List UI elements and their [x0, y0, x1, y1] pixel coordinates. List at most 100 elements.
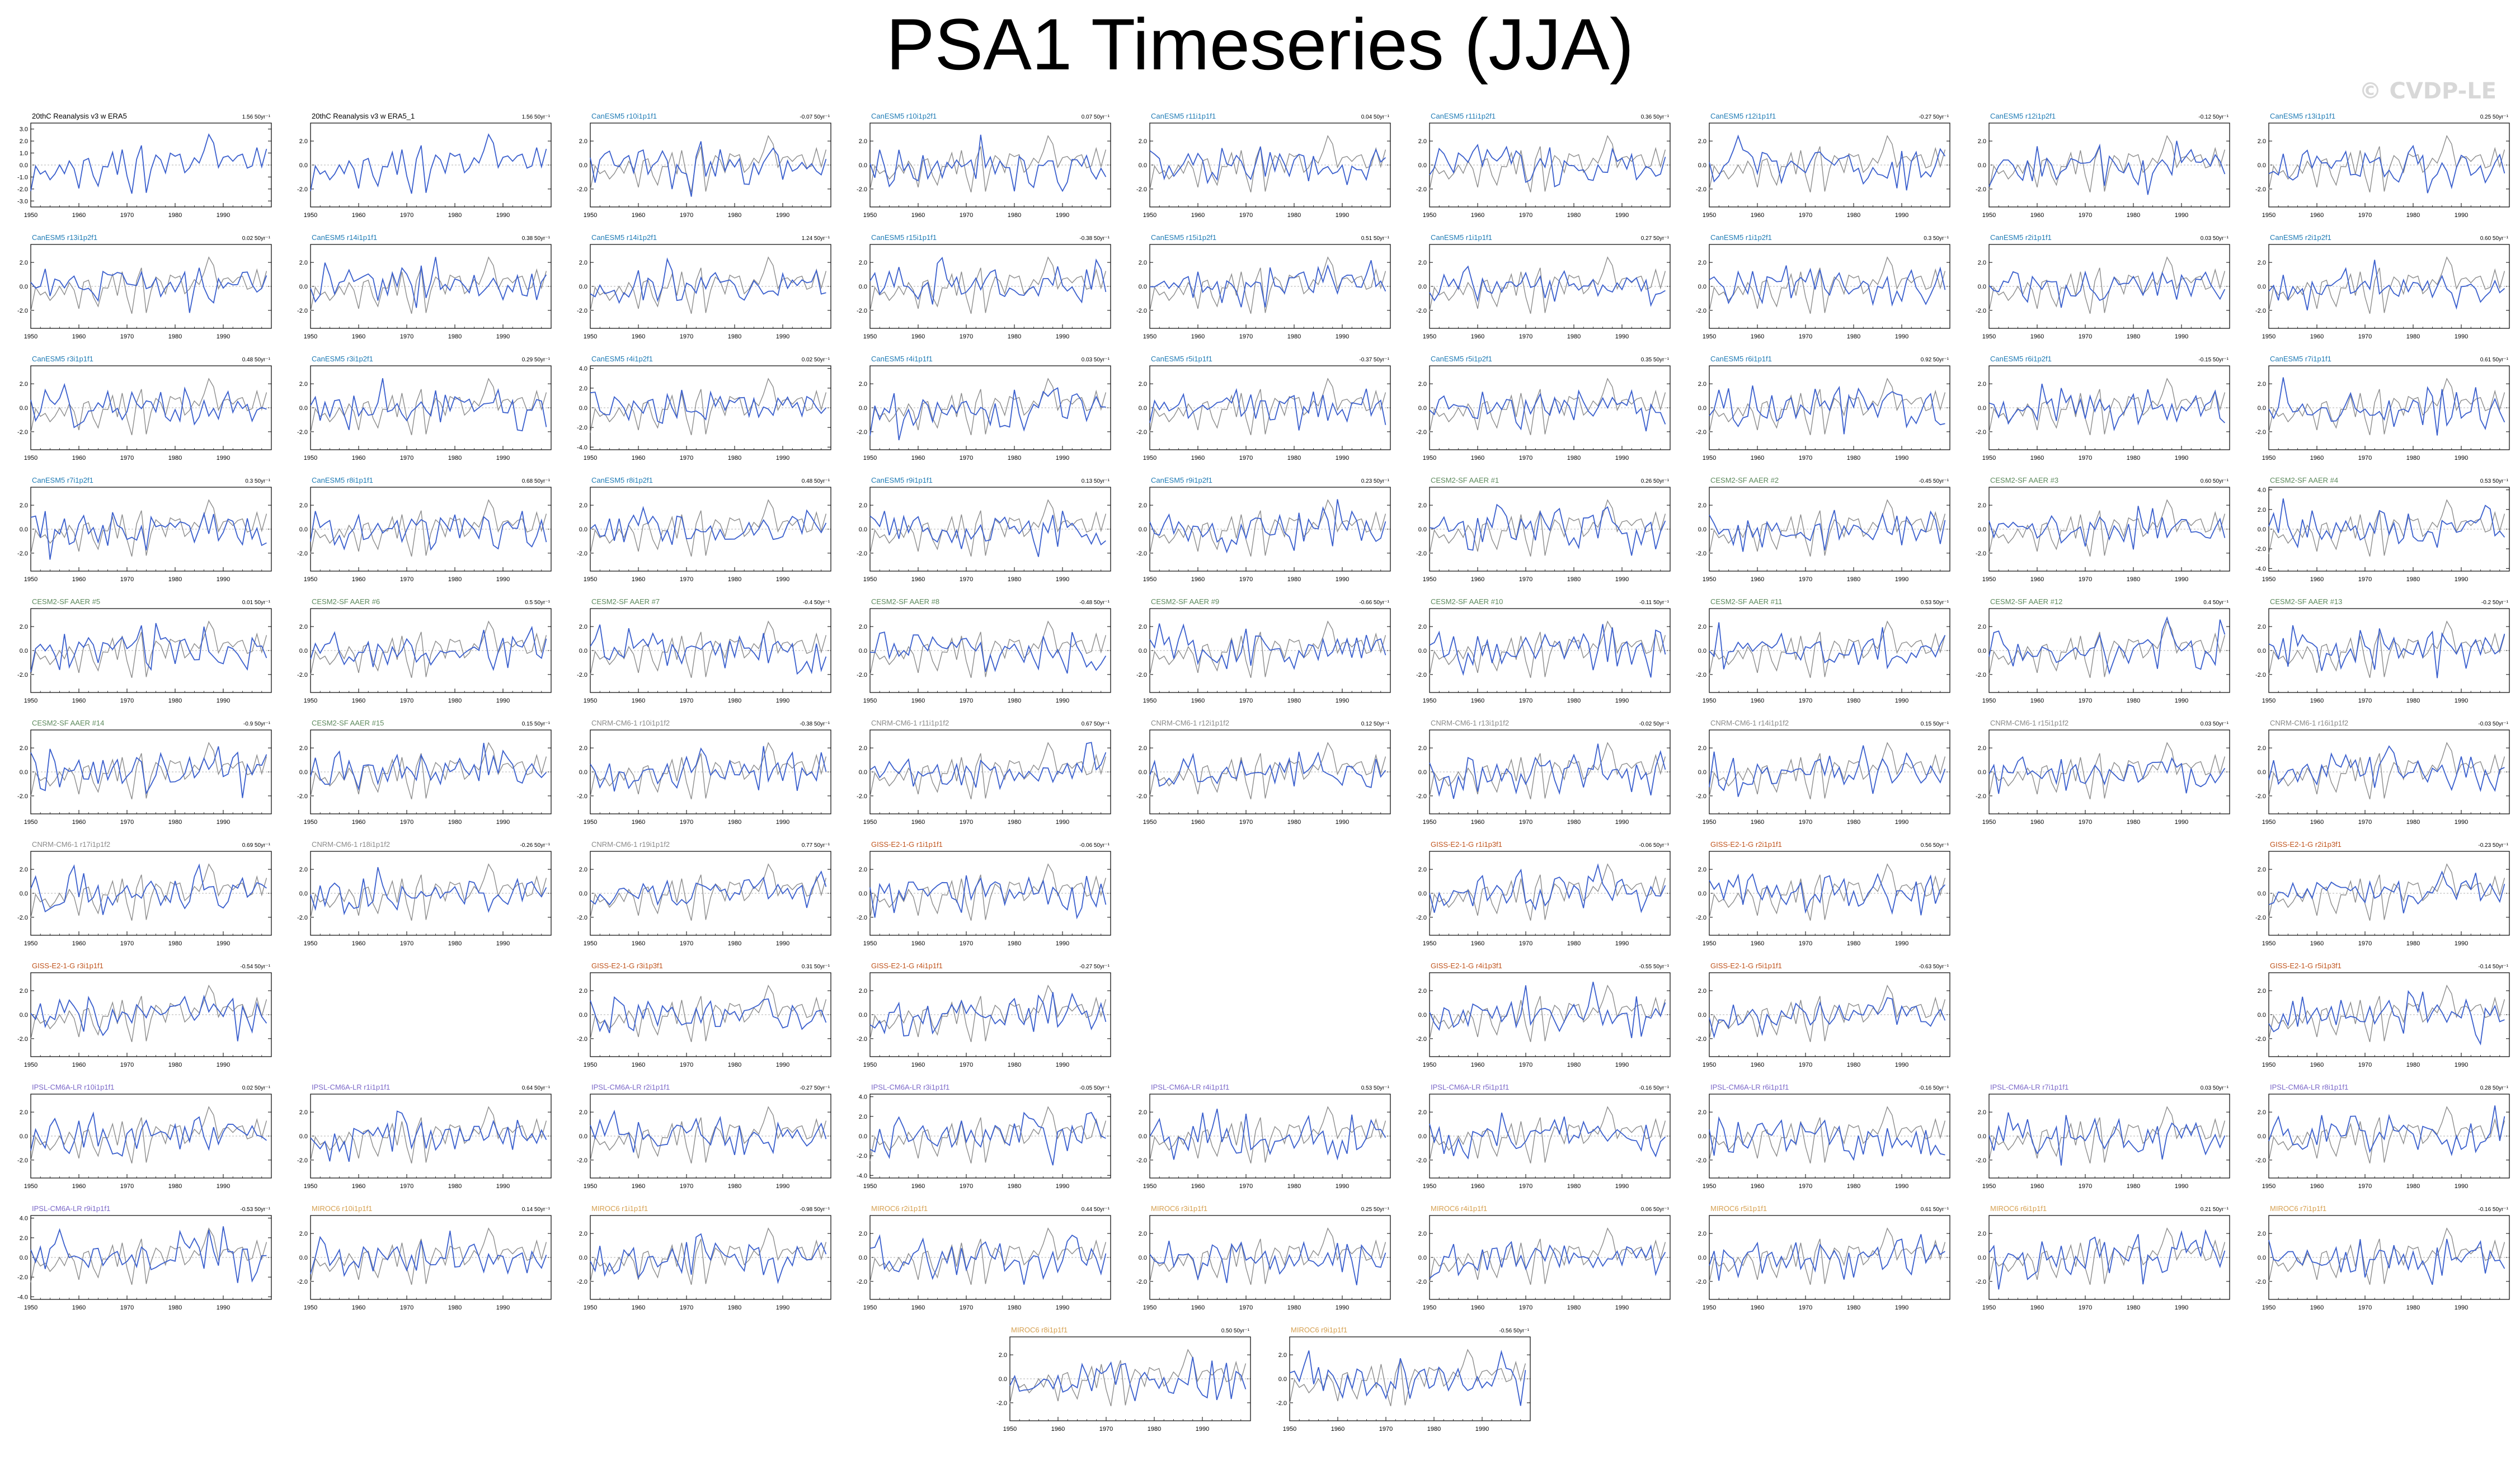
x-tick-label: 1970 — [1239, 819, 1253, 826]
reference-series-line — [1988, 378, 2226, 435]
y-tick-label: 0.0 — [1418, 526, 1427, 533]
x-tick-label: 1990 — [1336, 576, 1349, 583]
y-tick-label: 0.0 — [2258, 162, 2266, 169]
panel-trend: 0.01 50yr⁻¹ — [242, 600, 271, 606]
y-tick-label: 2.0 — [1139, 260, 1147, 266]
y-tick-label: -2.0 — [2255, 546, 2266, 553]
member-series-line — [1709, 510, 1946, 552]
y-tick-label: 0.0 — [20, 891, 28, 897]
x-tick-label: 1960 — [2310, 333, 2324, 340]
x-tick-label: 1980 — [1008, 940, 1021, 947]
x-tick-label: 1980 — [2127, 333, 2140, 340]
timeseries-panel: CanESM5 r9i1p1f1 0.13 50yr⁻¹ 2.0 0.0 -2.0 195… — [857, 476, 1111, 583]
reference-series-line — [1149, 378, 1386, 435]
y-tick-label: 0.0 — [859, 891, 867, 897]
x-tick-label: 1990 — [776, 698, 789, 704]
x-tick-label: 1980 — [168, 212, 182, 219]
y-tick-label: 1.0 — [20, 150, 28, 157]
x-tick-label: 1990 — [2455, 1062, 2468, 1068]
y-tick-label: 2.0 — [299, 866, 308, 873]
reference-series-line — [590, 620, 827, 678]
panel-label: GISS-E2-1-G r3i1p3f1 — [591, 962, 663, 970]
x-tick-label: 1960 — [2310, 1183, 2324, 1190]
y-tick-label: 2.0 — [859, 624, 867, 630]
panel-label: IPSL-CM6A-LR r9i1p1f1 — [32, 1204, 110, 1213]
reference-series-line — [1289, 1349, 1526, 1406]
y-tick-label: 0.0 — [1139, 1133, 1147, 1140]
y-tick-label: 0.0 — [2258, 1133, 2266, 1140]
x-tick-label: 1950 — [1982, 1183, 1996, 1190]
x-tick-label: 1950 — [863, 333, 877, 340]
timeseries-panel: IPSL-CM6A-LR r10i1p1f1 0.02 50yr⁻¹ 2.0 0.0 -… — [17, 1083, 272, 1190]
y-tick-label: 2.0 — [1698, 624, 1706, 630]
x-tick-label: 1980 — [1567, 940, 1581, 947]
panel-trend: 0.51 50yr⁻¹ — [1361, 235, 1390, 242]
panel-trend: 0.67 50yr⁻¹ — [1082, 721, 1110, 727]
x-tick-label: 1960 — [352, 212, 365, 219]
member-series-line — [30, 623, 267, 672]
x-tick-label: 1970 — [960, 698, 973, 704]
y-tick-label: -2.0 — [17, 1274, 28, 1281]
x-tick-label: 1980 — [1287, 819, 1301, 826]
x-tick-label: 1960 — [72, 212, 86, 219]
x-tick-label: 1990 — [1895, 576, 1908, 583]
x-tick-label: 1960 — [911, 1304, 925, 1311]
x-tick-label: 1980 — [1008, 1304, 1021, 1311]
member-series-line — [1709, 265, 1946, 307]
y-tick-label: 2.0 — [1698, 745, 1706, 752]
y-tick-label: 2.0 — [20, 988, 28, 995]
x-tick-label: 1980 — [2406, 212, 2420, 219]
y-tick-label: 0.0 — [299, 162, 308, 169]
x-tick-label: 1970 — [680, 212, 693, 219]
x-tick-label: 1960 — [72, 1062, 86, 1068]
x-tick-label: 1990 — [2455, 940, 2468, 947]
x-tick-label: 1950 — [2262, 1062, 2275, 1068]
y-tick-label: 2.0 — [1978, 381, 1986, 388]
y-tick-label: -2.0 — [1136, 793, 1147, 800]
y-tick-label: -2.0 — [2255, 308, 2266, 314]
x-tick-label: 1970 — [120, 1304, 134, 1311]
x-tick-label: 1950 — [584, 576, 597, 583]
x-tick-label: 1960 — [632, 455, 645, 461]
x-tick-label: 1950 — [1982, 212, 1996, 219]
x-tick-label: 1970 — [1239, 698, 1253, 704]
x-tick-label: 1970 — [2358, 333, 2372, 340]
x-tick-label: 1960 — [2310, 698, 2324, 704]
y-tick-label: 2.0 — [2258, 745, 2266, 752]
y-tick-label: 4.0 — [2258, 487, 2266, 494]
panel-trend: 0.38 50yr⁻¹ — [522, 235, 551, 242]
y-tick-label: 2.0 — [20, 624, 28, 630]
x-tick-label: 1990 — [776, 576, 789, 583]
x-tick-label: 1990 — [1336, 212, 1349, 219]
timeseries-panel: CanESM5 r4i1p2f1 0.02 50yr⁻¹ 4.0 2.0 0.0 -2.0… — [577, 355, 831, 461]
panel-label: IPSL-CM6A-LR r2i1p1f1 — [591, 1083, 670, 1091]
x-tick-label: 1950 — [1143, 455, 1156, 461]
x-tick-label: 1950 — [304, 576, 317, 583]
plot-frame — [2268, 123, 2510, 208]
x-tick-label: 1960 — [632, 940, 645, 947]
x-tick-label: 1990 — [1615, 698, 1629, 704]
timeseries-panel: IPSL-CM6A-LR r4i1p1f1 0.53 50yr⁻¹ 2.0 0.0 -2… — [1136, 1083, 1391, 1190]
x-tick-label: 1980 — [2406, 819, 2420, 826]
x-tick-label: 1980 — [1847, 819, 1860, 826]
timeseries-panel: 20thC Reanalysis v3 w ERA5 1.56 50yr⁻¹ 3.0… — [17, 112, 272, 219]
member-series-line — [590, 257, 826, 304]
x-tick-label: 1950 — [1703, 1183, 1716, 1190]
x-tick-label: 1970 — [1239, 1183, 1253, 1190]
y-tick-label: -2.0 — [857, 308, 867, 314]
y-tick-label: -2.0 — [1976, 793, 1986, 800]
x-tick-label: 1970 — [2079, 1183, 2092, 1190]
member-series-line — [30, 1226, 267, 1283]
panel-label: CNRM-CM6-1 r19i1p1f2 — [591, 840, 670, 849]
x-tick-label: 1950 — [863, 1304, 877, 1311]
x-tick-label: 1960 — [1331, 1426, 1344, 1433]
x-tick-label: 1950 — [1423, 1183, 1436, 1190]
x-tick-label: 1980 — [1847, 333, 1860, 340]
x-tick-label: 1960 — [1751, 1183, 1764, 1190]
x-tick-label: 1980 — [1847, 1183, 1860, 1190]
y-tick-label: -2.0 — [17, 186, 28, 193]
x-tick-label: 1970 — [960, 1183, 973, 1190]
panel-trend: 0.25 50yr⁻¹ — [2480, 114, 2509, 120]
x-tick-label: 1990 — [496, 576, 510, 583]
y-tick-label: 0.0 — [2258, 1255, 2266, 1261]
